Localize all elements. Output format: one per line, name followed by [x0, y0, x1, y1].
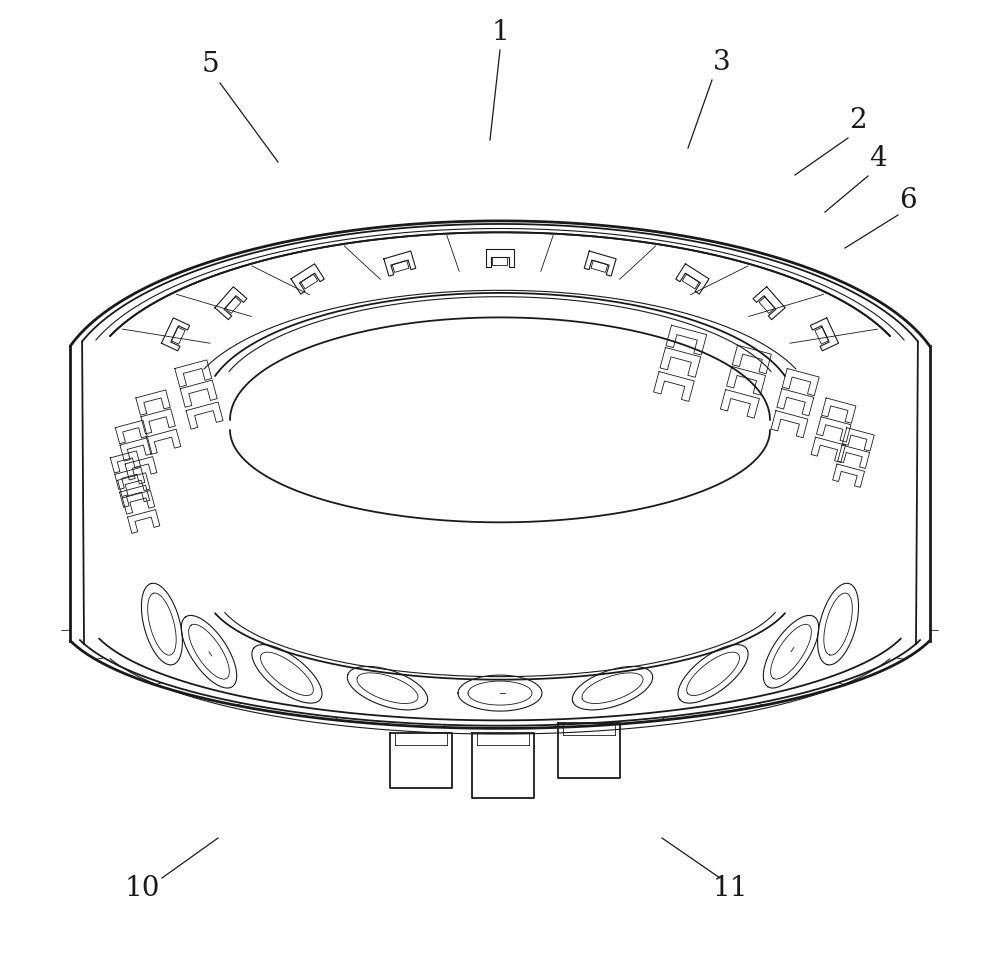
Text: 10: 10	[124, 874, 160, 901]
Text: 3: 3	[713, 48, 731, 76]
Text: 1: 1	[491, 18, 509, 45]
Text: 4: 4	[869, 144, 887, 171]
Text: 11: 11	[712, 874, 748, 901]
Text: 2: 2	[849, 106, 867, 134]
Text: 6: 6	[899, 187, 917, 214]
Text: 5: 5	[201, 51, 219, 78]
